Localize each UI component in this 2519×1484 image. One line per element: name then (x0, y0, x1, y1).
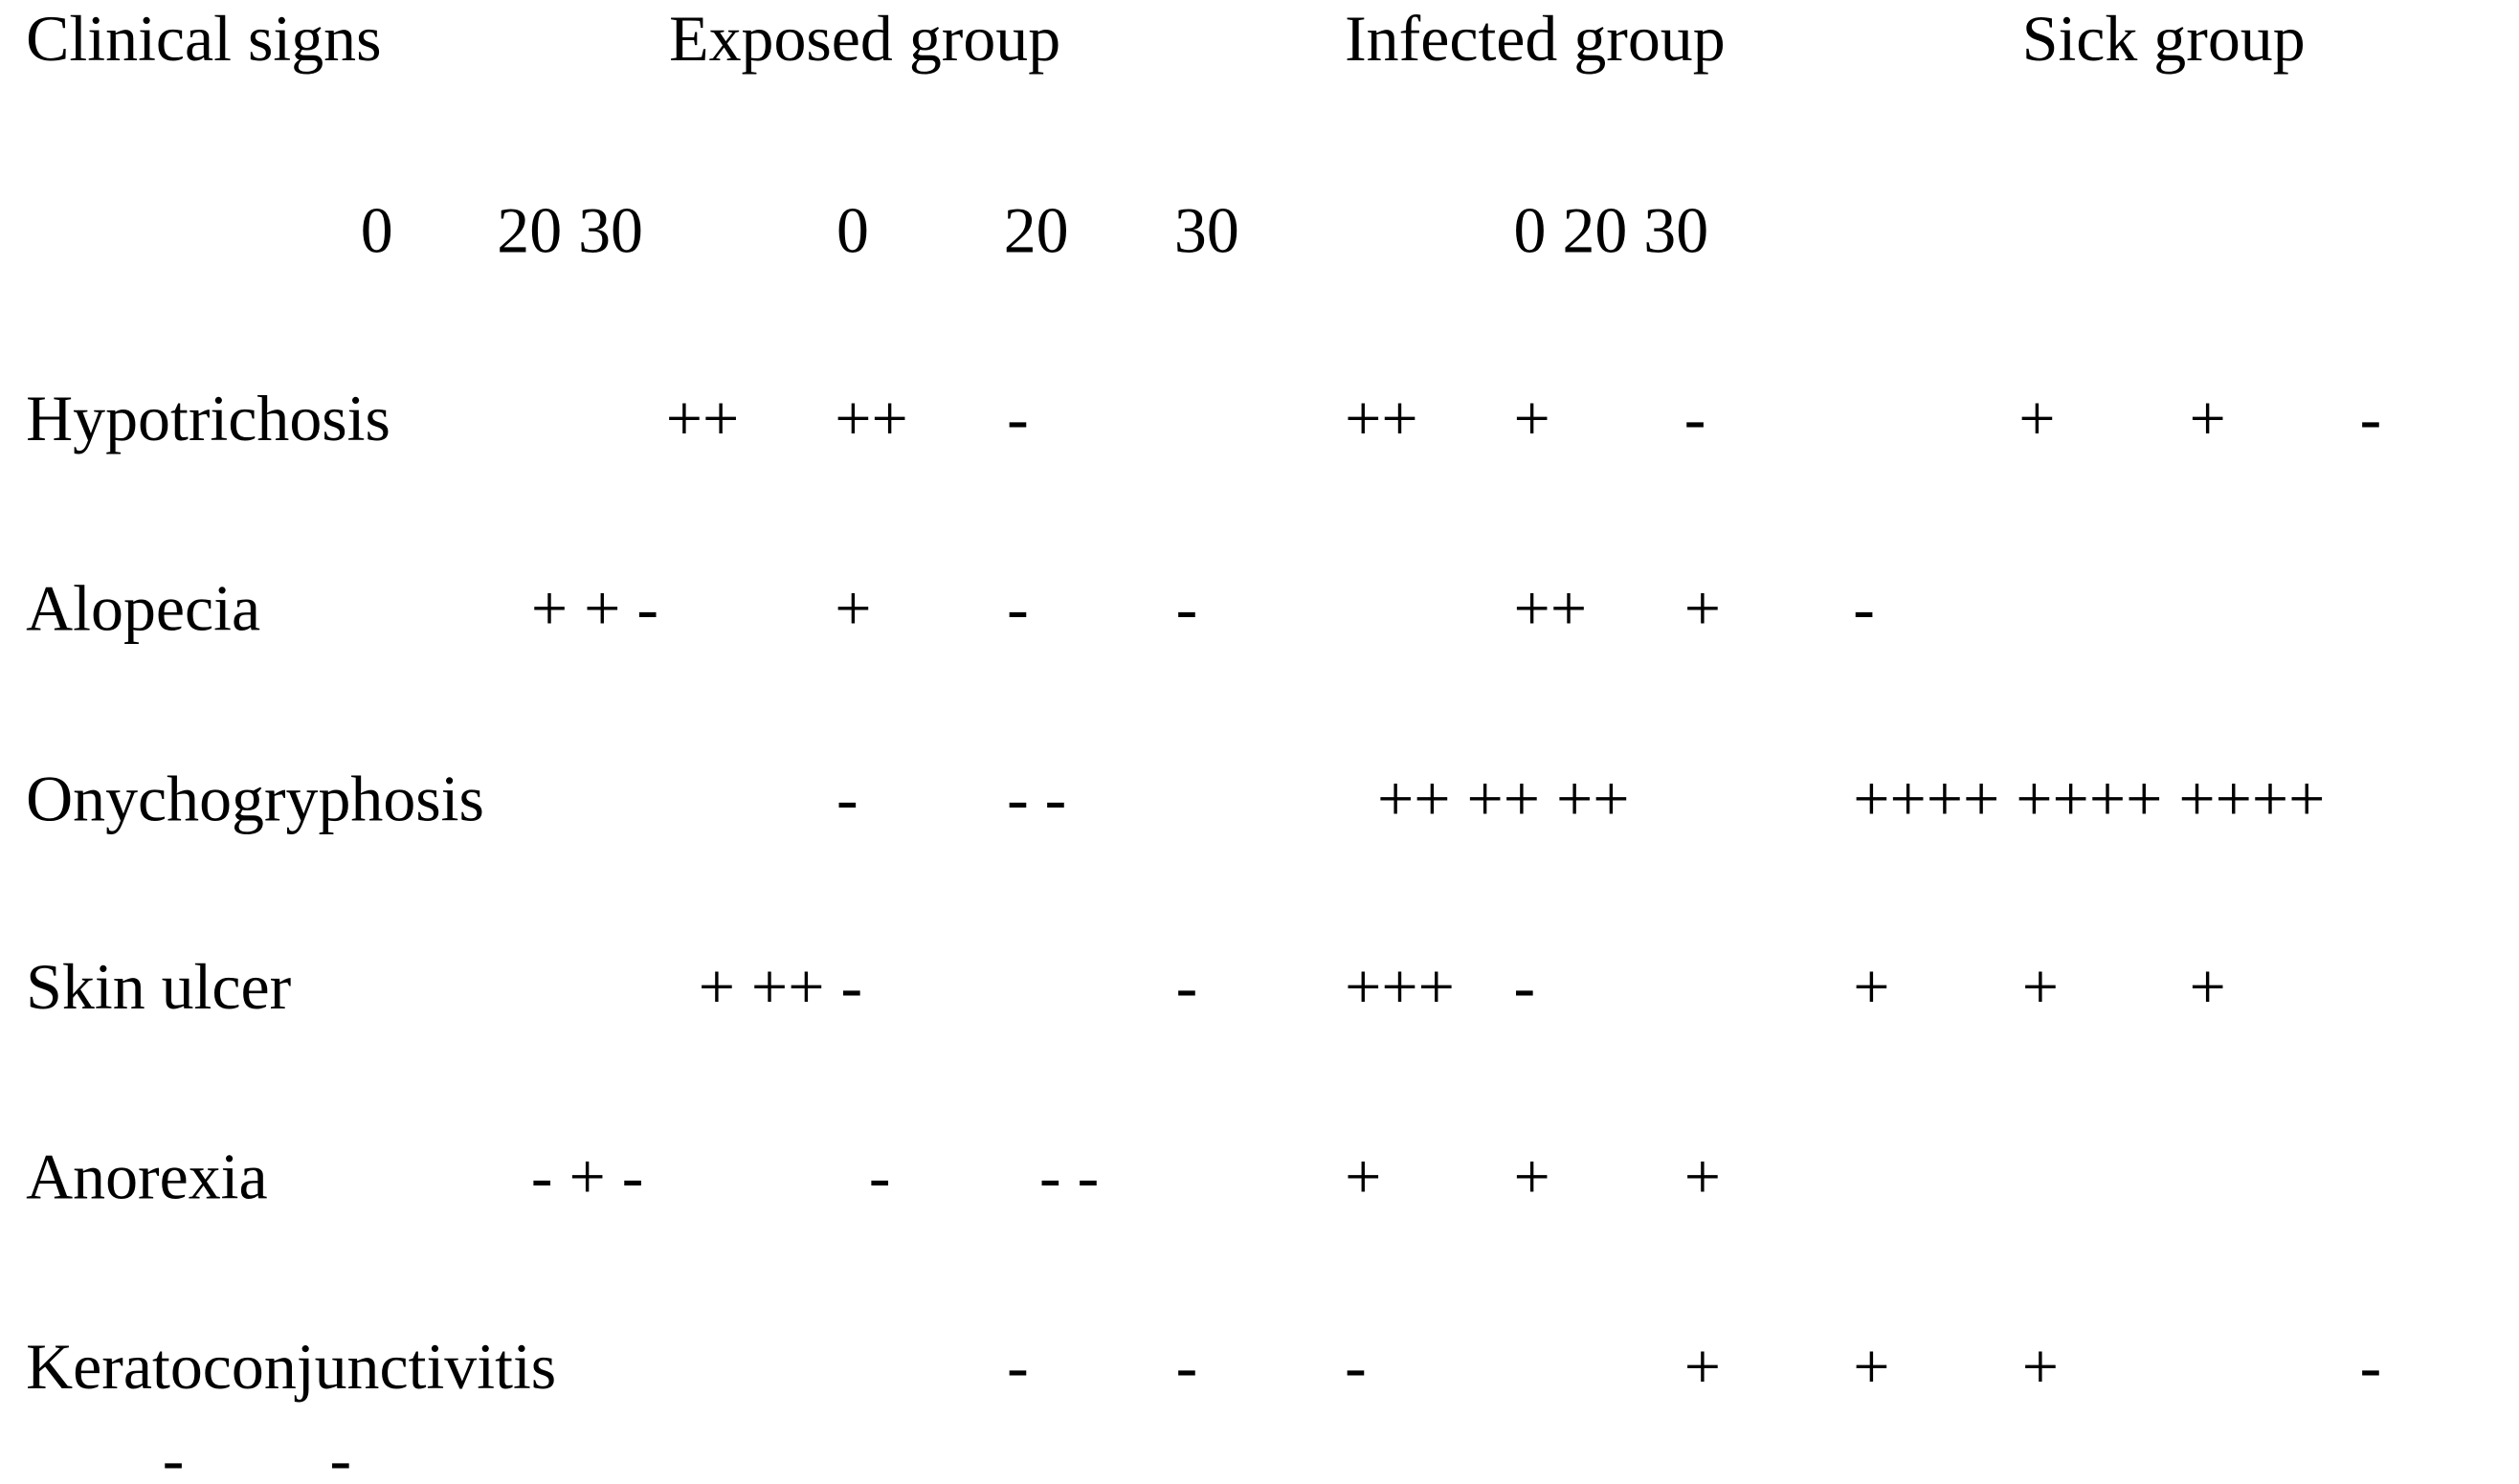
score: + ++ - (699, 951, 862, 1023)
clinical-sign: Keratoconjunctivitis (26, 1331, 556, 1403)
column-header: Infected group (1345, 3, 1726, 75)
score: + (1514, 383, 1550, 454)
timepoint: 0 (836, 194, 869, 266)
clinical-sign: Alopecia (26, 573, 260, 645)
score: + (2022, 951, 2059, 1023)
score: +++ (1345, 951, 1455, 1023)
score: - (163, 1424, 185, 1484)
timepoint: 20 (1004, 194, 1069, 266)
score: - - (1039, 1141, 1099, 1213)
score: - (1007, 573, 1029, 645)
timepoint: 0 (361, 194, 393, 266)
score: - (1684, 383, 1706, 454)
score: - (1345, 1331, 1367, 1403)
score: + (1684, 573, 1721, 645)
score: - (836, 763, 858, 834)
score: ++ (1345, 383, 1418, 454)
score: + (2022, 1331, 2059, 1403)
score: + (2018, 383, 2055, 454)
score: + (1853, 1331, 1889, 1403)
score: ++ ++ ++ (1377, 763, 1630, 834)
score: ++ (835, 383, 908, 454)
score: + (1345, 1141, 1381, 1213)
score: ++ (666, 383, 740, 454)
column-header: Clinical signs (26, 3, 381, 75)
score: + (835, 573, 871, 645)
score: - (1176, 1331, 1198, 1403)
score: - (1853, 573, 1875, 645)
score: - (1007, 383, 1029, 454)
score: - + - (531, 1141, 643, 1213)
clinical-sign: Hypotrichosis (26, 383, 390, 454)
score: - - (1007, 763, 1066, 834)
score: - (2360, 1331, 2382, 1403)
score: + (1514, 1141, 1550, 1213)
score: - (1176, 951, 1198, 1023)
score: - (1007, 1331, 1029, 1403)
score: - (330, 1424, 352, 1484)
score: + (1853, 951, 1889, 1023)
timepoint: 0 20 30 (1514, 194, 1709, 266)
timepoint: 30 (1174, 194, 1239, 266)
column-header: Exposed group (669, 3, 1060, 75)
score: - (1176, 573, 1198, 645)
score: + (1684, 1141, 1721, 1213)
timepoint: 20 30 (497, 194, 643, 266)
clinical-sign: Anorexia (26, 1141, 268, 1213)
score: ++++ ++++ ++++ (1853, 763, 2325, 834)
score: ++ (1514, 573, 1588, 645)
score: + + - (531, 573, 658, 645)
score: - (869, 1141, 891, 1213)
clinical-sign: Onychogryphosis (26, 763, 484, 834)
clinical-sign: Skin ulcer (26, 951, 291, 1023)
score: - (1514, 951, 1536, 1023)
score: + (2189, 383, 2225, 454)
score: - (2360, 383, 2382, 454)
column-header: Sick group (2022, 3, 2306, 75)
score: + (2189, 951, 2225, 1023)
score: + (1684, 1331, 1721, 1403)
